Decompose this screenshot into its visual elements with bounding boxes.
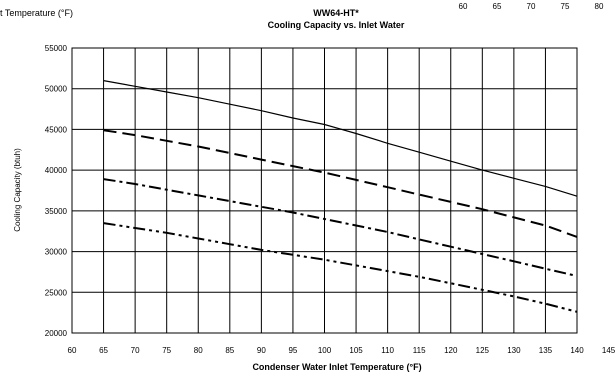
- cropped-top-axis-ticks: 60 65 70 75 80: [459, 2, 604, 11]
- x-tick-label: 120: [444, 346, 458, 355]
- x-tick-label: 115: [413, 346, 426, 355]
- y-tick-label: 40000: [45, 166, 68, 175]
- x-tick-label: 85: [225, 346, 234, 355]
- cropped-legend-title: t Temperature (°F): [0, 8, 73, 18]
- grid-lines: [72, 48, 577, 333]
- x-tick-label: 105: [349, 346, 363, 355]
- x-tick-label: 95: [288, 346, 297, 355]
- x-tick-label: 110: [381, 346, 394, 355]
- x-tick-label: 90: [257, 346, 266, 355]
- series-group: [103, 80, 578, 313]
- series-line-2: [103, 129, 578, 238]
- x-axis-ticks: 60 65 70 75 80 85 90 95 100 105 110 115 120 125 130 135…: [68, 346, 615, 355]
- top-tick-label: 60: [459, 2, 468, 11]
- y-tick-label: 50000: [45, 85, 68, 94]
- x-tick-label: 100: [318, 346, 332, 355]
- y-tick-label: 35000: [45, 207, 68, 216]
- chart-subtitle: Cooling Capacity vs. Inlet Water: [268, 20, 405, 30]
- x-axis-label: Condenser Water Inlet Temperature (°F): [252, 362, 421, 372]
- x-tick-label: 75: [162, 346, 171, 355]
- y-axis-ticks: 20000 25000 30000 35000 40000 45000 50000 55000: [45, 44, 68, 338]
- x-tick-label: 135: [539, 346, 553, 355]
- top-tick-label: 80: [595, 2, 604, 11]
- plot-frame: [71, 47, 578, 334]
- y-tick-label: 55000: [45, 44, 68, 53]
- top-tick-label: 70: [527, 2, 536, 11]
- x-tick-label: 140: [570, 346, 584, 355]
- x-tick-label: 65: [99, 346, 108, 355]
- y-tick-label: 30000: [45, 248, 68, 257]
- x-tick-label: 80: [194, 346, 203, 355]
- x-tick-label: 145: [602, 346, 615, 355]
- chart-title: WW64-HT*: [313, 8, 359, 18]
- y-axis-label: Cooling Capacity (btuh): [13, 148, 22, 232]
- y-tick-label: 20000: [45, 329, 68, 338]
- y-tick-label: 45000: [45, 125, 68, 134]
- top-tick-label: 75: [561, 2, 570, 11]
- x-tick-label: 70: [131, 346, 140, 355]
- y-tick-label: 25000: [45, 288, 68, 297]
- series-line-3: [103, 178, 578, 277]
- x-tick-label: 125: [476, 346, 490, 355]
- x-tick-label: 60: [68, 346, 77, 355]
- top-tick-label: 65: [493, 2, 502, 11]
- x-tick-label: 130: [507, 346, 521, 355]
- series-line-1: [103, 80, 578, 197]
- series-line-4: [103, 222, 578, 313]
